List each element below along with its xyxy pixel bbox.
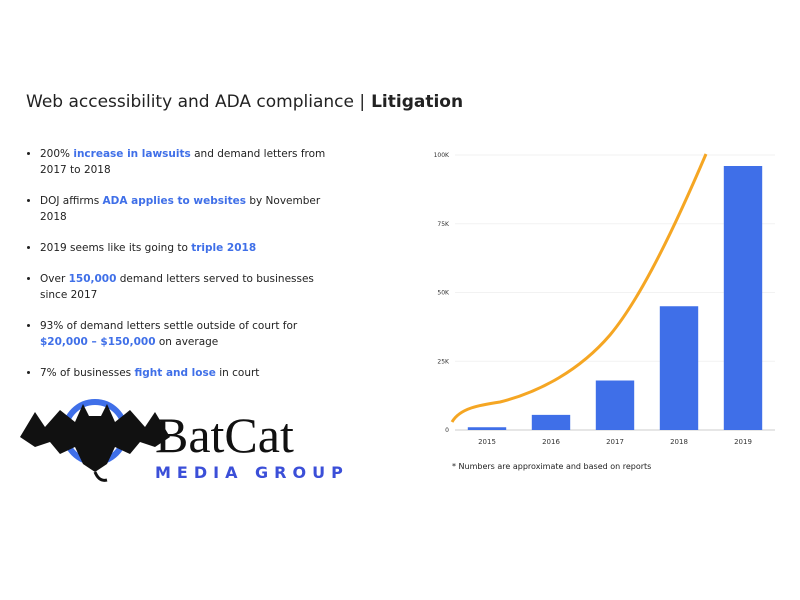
y-tick-label: 0 xyxy=(445,427,449,434)
bar xyxy=(595,380,635,430)
bullet-text: on average xyxy=(155,336,219,348)
logo: BatCat MEDIA GROUP xyxy=(20,399,349,482)
highlight-text: increase in lawsuits xyxy=(73,148,191,160)
bullet-text: by November 2018 xyxy=(40,195,321,223)
x-tick-label: 2017 xyxy=(606,438,624,446)
highlight-text: triple 2018 xyxy=(191,242,257,254)
x-tick-label: 2015 xyxy=(478,438,496,446)
x-tick-label: 2016 xyxy=(542,438,560,446)
title-text: Web accessibility and ADA compliance | xyxy=(26,92,366,112)
x-tick-label: 2019 xyxy=(734,438,752,446)
highlight-text: $20,000 – $150,000 xyxy=(40,336,156,348)
logo-tail xyxy=(93,471,108,482)
highlight-text: 150,000 xyxy=(68,273,117,285)
bullet: DOJ affirms ADA applies to websites by N… xyxy=(40,193,330,225)
bullet-text: 93% of demand letters settle outside of … xyxy=(40,320,298,332)
slide-title: Web accessibility and ADA compliance | Li… xyxy=(26,92,463,112)
highlight-text: fight and lose xyxy=(134,367,216,379)
y-tick-label: 50K xyxy=(437,290,450,297)
y-tick-label: 75K xyxy=(437,221,450,228)
trend-curve xyxy=(450,153,708,423)
bullet-text: demand letters served to businesses sinc… xyxy=(40,273,314,301)
chart: * Numbers are approximate and based on r… xyxy=(434,152,775,471)
bullet-list: 200% increase in lawsuits and demand let… xyxy=(18,146,330,396)
y-tick-label: 25K xyxy=(437,358,450,365)
logo-bat xyxy=(20,404,170,472)
bar xyxy=(659,306,699,430)
chart-note: * Numbers are approximate and based on r… xyxy=(452,462,651,471)
bullet: Over 150,000 demand letters served to bu… xyxy=(40,271,330,303)
bullet-text: 7% of businesses xyxy=(40,367,135,379)
bar xyxy=(467,427,507,430)
x-tick-label: 2018 xyxy=(670,438,688,446)
bullet-text: DOJ affirms xyxy=(40,195,103,207)
highlight-text: ADA applies to websites xyxy=(102,195,246,207)
y-tick-label: 100K xyxy=(434,152,450,159)
bullet-text: in court xyxy=(215,367,260,379)
bullet: 2019 seems like its going to triple 2018 xyxy=(40,240,330,256)
bullet: 200% increase in lawsuits and demand let… xyxy=(40,146,330,178)
bullet: 93% of demand letters settle outside of … xyxy=(40,318,330,350)
bullet-text: Over xyxy=(40,273,69,285)
bar xyxy=(723,166,763,430)
bullet-text: and demand letters from 2017 to 2018 xyxy=(40,148,326,176)
logo-name: BatCat xyxy=(155,407,294,463)
logo-tagline: MEDIA GROUP xyxy=(155,463,349,482)
title-emphasis: Litigation xyxy=(371,92,464,112)
bullet: 7% of businesses fight and lose in court xyxy=(40,365,330,381)
bullet-text: 200% xyxy=(40,148,74,160)
bar xyxy=(531,414,571,430)
bullet-text: 2019 seems like its going to xyxy=(40,242,192,254)
